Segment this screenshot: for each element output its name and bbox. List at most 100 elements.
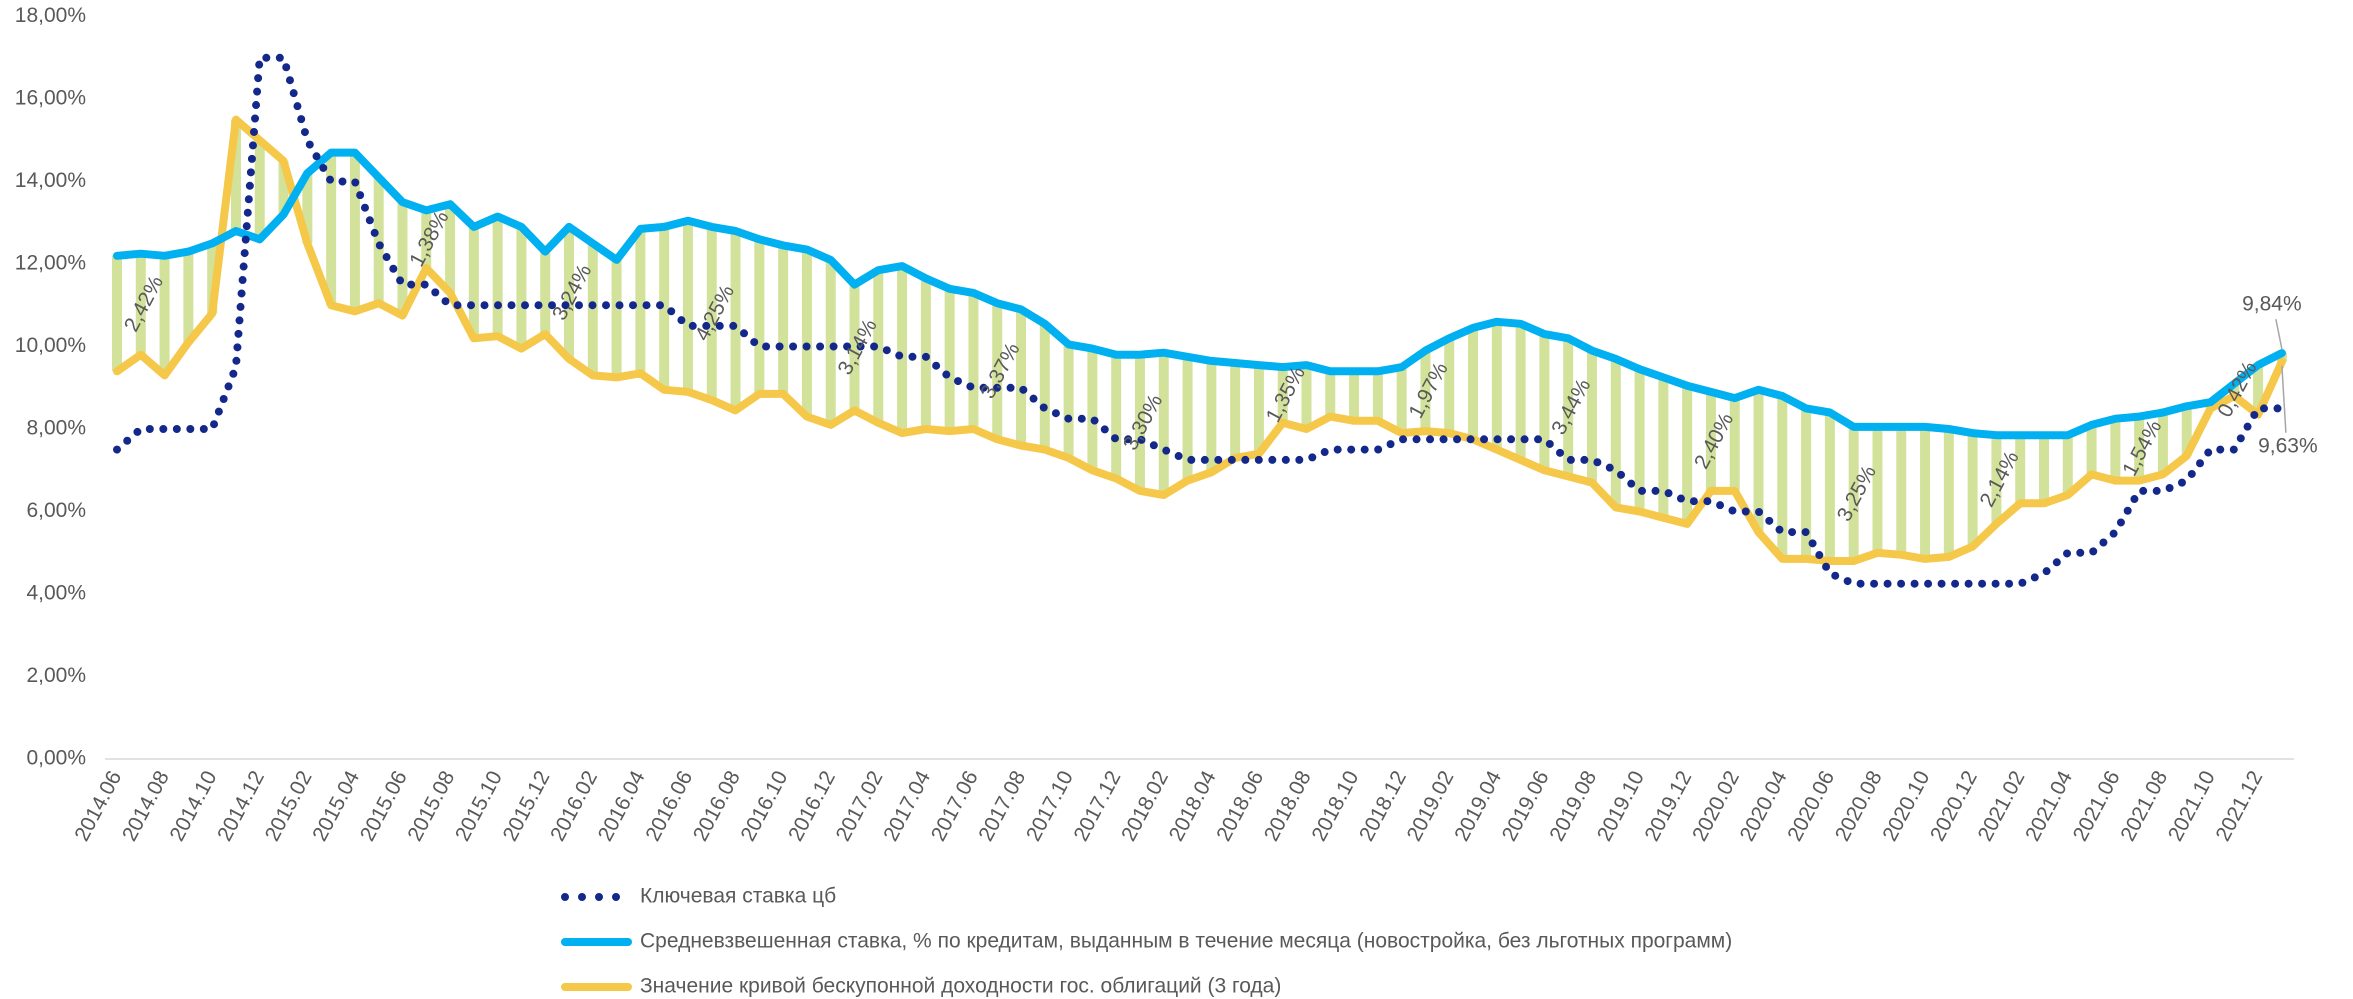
spread-bar — [516, 226, 527, 349]
spread-bar — [1610, 358, 1621, 508]
spread-bar — [1444, 338, 1455, 434]
spread-bar — [1420, 350, 1431, 432]
y-tick-label: 18,00% — [15, 4, 86, 27]
spread-bar — [2038, 435, 2049, 504]
spread-bar — [1539, 334, 1550, 471]
spread-bar — [445, 204, 456, 293]
spread-bar — [682, 220, 693, 392]
spread-bar — [1658, 377, 1669, 518]
spread-bar — [754, 239, 765, 394]
spread-bar — [849, 284, 860, 411]
spread-bar — [968, 292, 979, 429]
spread-bar — [1325, 371, 1336, 417]
spread-bar — [1039, 323, 1050, 450]
spread-bar — [659, 226, 670, 390]
spread-bar — [1586, 350, 1597, 483]
spread-bar — [207, 243, 218, 314]
spread-bar — [373, 177, 384, 304]
spread-bar — [801, 249, 812, 417]
leader-line — [2281, 365, 2287, 433]
spread-bar — [1777, 396, 1788, 559]
spread-bar — [992, 303, 1003, 440]
spread-bar — [635, 228, 646, 374]
spread-bar — [2062, 435, 2073, 495]
spread-bar — [302, 173, 313, 244]
spread-bar — [1468, 327, 1479, 440]
spread-bar — [587, 243, 598, 376]
spread-bar — [326, 152, 337, 306]
spread-bar — [1515, 323, 1526, 460]
value-label: 9,84% — [2242, 293, 2302, 316]
spread-bar — [1230, 363, 1241, 458]
spread-bar — [2015, 435, 2026, 504]
spread-bar — [706, 226, 717, 401]
y-tick-label: 0,00% — [26, 747, 86, 770]
spread-bar — [2110, 418, 2121, 481]
value-label: 9,63% — [2258, 434, 2318, 457]
legend-label: Значение кривой бескупонной доходности г… — [640, 975, 1281, 998]
legend-label: Средневзвешенная ставка, % по кредитам, … — [640, 930, 1732, 953]
spread-bar — [112, 255, 122, 372]
spread-bar — [1943, 429, 1954, 557]
spread-bar — [397, 202, 408, 316]
spread-bar — [1705, 391, 1716, 491]
spread-bar — [1301, 365, 1312, 429]
spread-bar — [1253, 365, 1264, 454]
spread-bar — [1991, 435, 2002, 524]
spread-bar — [1824, 412, 1835, 561]
spread-bar — [492, 216, 503, 337]
spread-bar — [540, 251, 551, 335]
y-tick-label: 16,00% — [15, 87, 86, 110]
y-tick-label: 6,00% — [26, 499, 86, 522]
spread-bar — [1134, 354, 1145, 491]
spread-bar — [611, 259, 622, 378]
y-tick-label: 10,00% — [15, 334, 86, 357]
spread-bar — [278, 160, 289, 215]
series-line — [113, 148, 2286, 440]
series-line — [113, 53, 2286, 588]
x-tick-label: 2021.12 — [2211, 767, 2267, 845]
spread-bar — [2134, 416, 2145, 481]
spread-bar — [2157, 412, 2168, 475]
spread-bar — [897, 266, 908, 434]
spread-bar — [825, 259, 836, 425]
spread-bar — [778, 245, 789, 394]
spread-bar — [159, 255, 170, 376]
spread-bar — [1801, 408, 1812, 559]
y-tick-label: 12,00% — [15, 252, 86, 275]
spread-bar — [1920, 426, 1931, 559]
spread-bar — [1372, 371, 1383, 421]
legend-label: Ключевая ставка цб — [640, 885, 836, 908]
spread-bar — [1634, 369, 1645, 512]
y-tick-label: 14,00% — [15, 169, 86, 192]
spread-bar — [349, 152, 360, 312]
spread-bar — [135, 253, 146, 355]
spread-bar — [421, 210, 432, 269]
y-tick-label: 2,00% — [26, 664, 86, 687]
spread-bar — [1158, 352, 1169, 495]
spread-bar — [1753, 389, 1764, 533]
y-tick-label: 8,00% — [26, 417, 86, 440]
spread-bar — [1563, 338, 1574, 477]
spread-bar — [1872, 426, 1883, 553]
leader-line — [2275, 318, 2283, 350]
spread-bar — [1848, 426, 1859, 561]
spread-bar — [944, 288, 955, 432]
y-tick-label: 4,00% — [26, 582, 86, 605]
spread-bar — [1111, 354, 1122, 479]
spread-bar — [1063, 344, 1074, 458]
spread-bar — [1396, 367, 1407, 434]
spread-bar — [2086, 424, 2097, 475]
series-line — [113, 115, 2286, 565]
spread-bar — [873, 270, 884, 423]
spread-bar — [1491, 321, 1502, 450]
spread-bar — [1016, 309, 1027, 446]
spread-bar — [1206, 360, 1217, 473]
spread-bar — [2253, 365, 2264, 415]
spread-bar — [1729, 398, 1740, 491]
spread-bar — [230, 119, 241, 231]
spread-bar — [468, 226, 479, 339]
spread-bar — [2181, 406, 2192, 456]
